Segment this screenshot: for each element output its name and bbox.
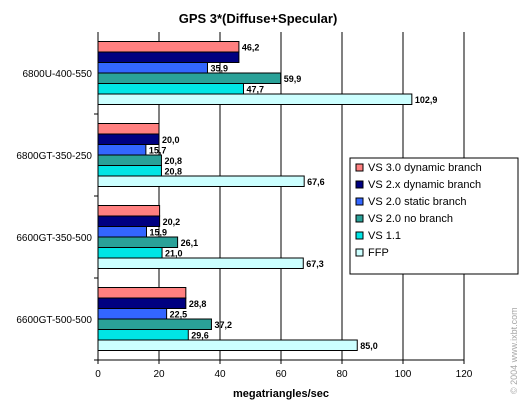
legend: VS 3.0 dynamic branch VS 2.x dynamic bran… bbox=[349, 157, 519, 275]
data-label: 59,9 bbox=[284, 74, 302, 84]
data-label: 20,2 bbox=[163, 217, 181, 227]
legend-swatch bbox=[355, 180, 364, 189]
axes: 0 20 40 60 80 100 120 6800U-400-550 6800GT-350-2… bbox=[16, 32, 473, 380]
data-labels: 46,235,959,947,7102,920,015,720,820,867,… bbox=[149, 43, 437, 352]
legend-label: VS 2.0 static branch bbox=[368, 196, 466, 208]
data-label: 22,5 bbox=[170, 310, 188, 320]
data-label: 26,1 bbox=[181, 238, 199, 248]
data-label: 102,9 bbox=[415, 95, 438, 105]
bar bbox=[97, 93, 413, 105]
data-label: 20,8 bbox=[164, 156, 182, 166]
legend-swatch bbox=[355, 248, 364, 257]
data-label: 21,0 bbox=[165, 249, 183, 259]
data-label: 29,6 bbox=[191, 331, 209, 341]
watermark: © 2004 www.ixbt.com bbox=[509, 307, 519, 394]
legend-label: VS 2.0 no branch bbox=[368, 213, 453, 225]
legend-swatch bbox=[355, 214, 364, 223]
bar bbox=[97, 51, 240, 63]
x-tick-label: 120 bbox=[456, 369, 473, 380]
bar bbox=[97, 308, 168, 320]
bar bbox=[97, 287, 187, 299]
bar bbox=[97, 236, 179, 248]
bar bbox=[97, 257, 304, 269]
x-tick-label: 60 bbox=[275, 369, 287, 380]
bar bbox=[97, 329, 189, 341]
bar bbox=[97, 62, 208, 74]
data-label: 35,9 bbox=[210, 64, 228, 74]
data-label: 67,6 bbox=[307, 177, 325, 187]
x-tick-label: 100 bbox=[395, 369, 412, 380]
bar bbox=[97, 123, 160, 135]
legend-label: FFP bbox=[368, 247, 389, 259]
bar bbox=[97, 154, 162, 166]
legend-label: VS 3.0 dynamic branch bbox=[368, 162, 482, 174]
data-label: 85,0 bbox=[360, 341, 378, 351]
data-label: 67,3 bbox=[306, 259, 324, 269]
legend-label: VS 1.1 bbox=[368, 230, 401, 242]
category-label: 6800GT-350-250 bbox=[16, 151, 92, 162]
bar bbox=[97, 133, 160, 145]
bar bbox=[97, 205, 161, 217]
x-axis-label: megatriangles/sec bbox=[233, 388, 329, 400]
data-label: 20,8 bbox=[164, 167, 182, 177]
bar bbox=[97, 72, 282, 84]
bar bbox=[97, 247, 163, 259]
x-tick-label: 40 bbox=[214, 369, 226, 380]
data-label: 28,8 bbox=[189, 299, 207, 309]
x-tick-label: 20 bbox=[153, 369, 165, 380]
category-label: 6800U-400-550 bbox=[23, 69, 93, 80]
bar bbox=[97, 297, 187, 309]
bar bbox=[97, 226, 147, 238]
category-label: 6600GT-350-500 bbox=[16, 233, 92, 244]
x-tick-label: 0 bbox=[95, 369, 101, 380]
bar bbox=[97, 175, 305, 187]
bar bbox=[97, 83, 244, 95]
legend-box bbox=[349, 157, 519, 275]
bar bbox=[97, 215, 161, 227]
legend-swatch bbox=[355, 231, 364, 240]
data-label: 47,7 bbox=[246, 85, 264, 95]
x-tick-label: 80 bbox=[336, 369, 348, 380]
bar bbox=[97, 339, 358, 351]
legend-swatch bbox=[355, 163, 364, 172]
chart-title: GPS 3*(Diffuse+Specular) bbox=[179, 11, 338, 26]
data-label: 15,9 bbox=[149, 228, 167, 238]
bar bbox=[97, 318, 212, 330]
data-label: 20,0 bbox=[162, 135, 180, 145]
category-label: 6600GT-500-500 bbox=[16, 315, 92, 326]
data-label: 46,2 bbox=[242, 43, 260, 53]
bar bbox=[97, 165, 162, 177]
bar bbox=[97, 41, 240, 53]
data-label: 37,2 bbox=[214, 320, 232, 330]
legend-label: VS 2.x dynamic branch bbox=[368, 179, 481, 191]
bar bbox=[97, 144, 147, 156]
data-label: 15,7 bbox=[149, 146, 167, 156]
legend-swatch bbox=[355, 197, 364, 206]
